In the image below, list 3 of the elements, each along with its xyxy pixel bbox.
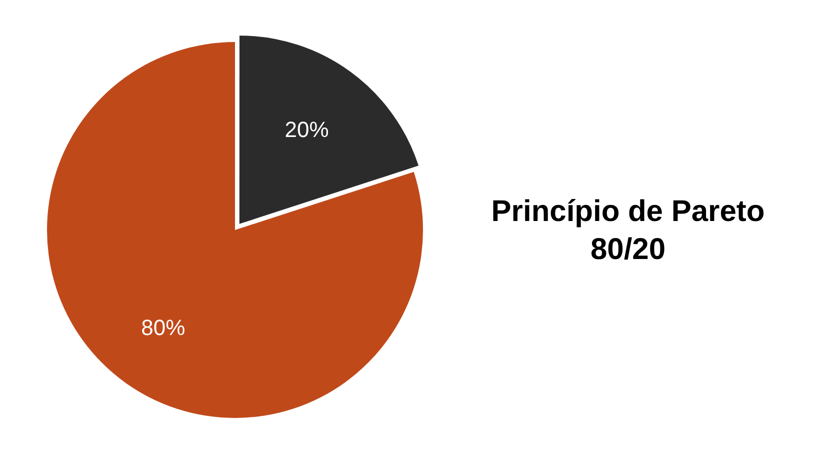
text: Princípio de Pareto 80/20: [490, 194, 766, 268]
data-label: 20%: [284, 117, 329, 142]
data-label: 80%: [141, 314, 186, 340]
